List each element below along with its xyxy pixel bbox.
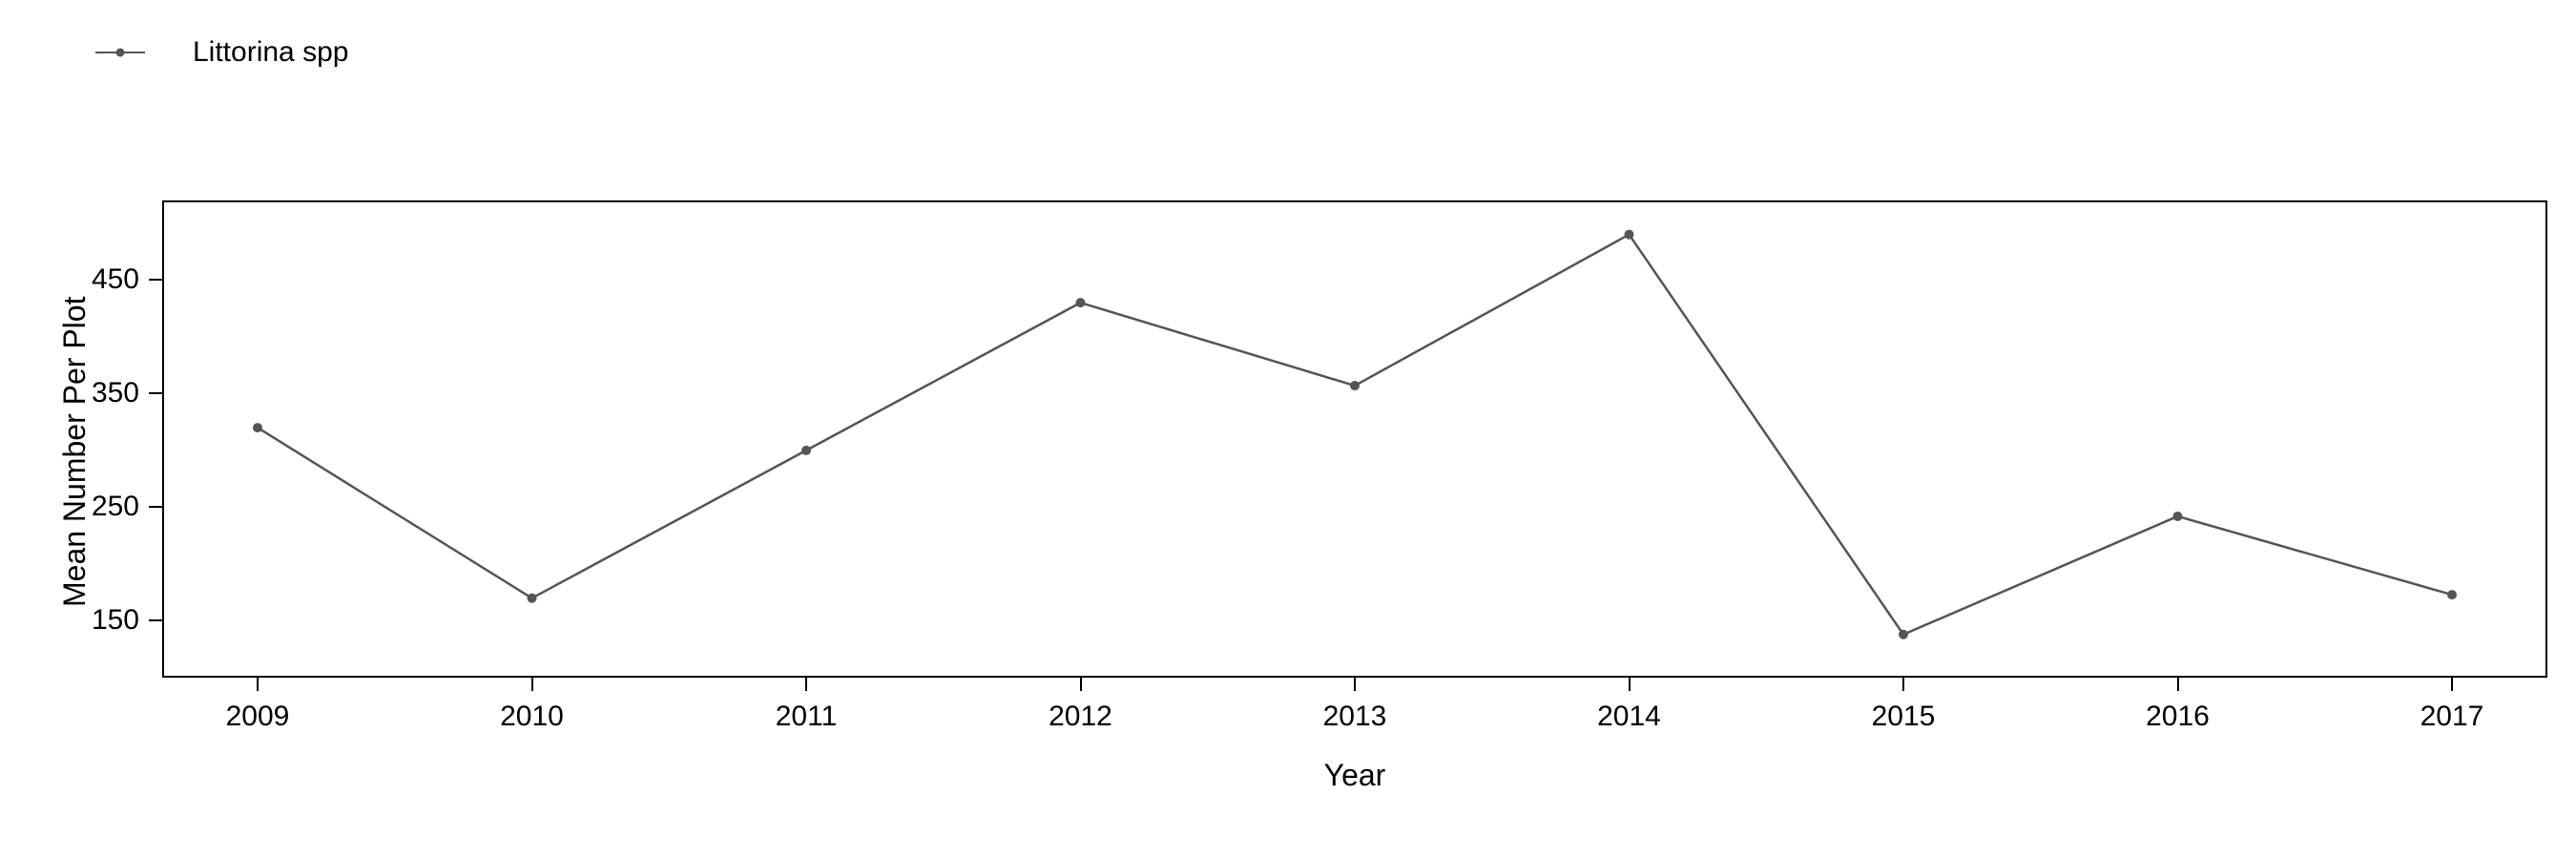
series-line bbox=[258, 235, 2452, 635]
y-tick bbox=[149, 392, 162, 394]
series-marker bbox=[1076, 298, 1086, 307]
series-marker bbox=[1625, 230, 1634, 240]
legend: Littorina spp bbox=[95, 36, 348, 69]
x-tick bbox=[257, 678, 259, 691]
y-tick bbox=[149, 506, 162, 508]
x-tick bbox=[1902, 678, 1904, 691]
y-tick-label: 450 bbox=[92, 263, 139, 296]
x-tick bbox=[805, 678, 807, 691]
y-tick-label: 350 bbox=[92, 377, 139, 409]
x-tick bbox=[1629, 678, 1631, 691]
x-tick-label: 2010 bbox=[500, 701, 564, 733]
series-marker bbox=[801, 446, 811, 455]
y-tick bbox=[149, 279, 162, 281]
x-axis-label: Year bbox=[1324, 758, 1386, 793]
x-tick bbox=[531, 678, 533, 691]
x-tick-label: 2015 bbox=[1872, 701, 1936, 733]
y-tick-label: 150 bbox=[92, 604, 139, 637]
series-marker bbox=[1350, 381, 1360, 390]
series-marker bbox=[528, 594, 537, 603]
x-tick-label: 2016 bbox=[2146, 701, 2210, 733]
plot-svg bbox=[162, 200, 2547, 678]
x-tick-label: 2012 bbox=[1049, 701, 1112, 733]
x-tick bbox=[2177, 678, 2179, 691]
x-tick-label: 2014 bbox=[1597, 701, 1661, 733]
series-marker bbox=[1899, 630, 1908, 639]
x-tick bbox=[2451, 678, 2453, 691]
series-marker bbox=[2447, 590, 2457, 599]
x-tick bbox=[1354, 678, 1356, 691]
y-tick-label: 250 bbox=[92, 491, 139, 523]
x-tick-label: 2017 bbox=[2420, 701, 2484, 733]
series-marker bbox=[253, 423, 262, 432]
x-tick-label: 2013 bbox=[1323, 701, 1387, 733]
legend-label: Littorina spp bbox=[193, 36, 348, 69]
x-tick-label: 2009 bbox=[226, 701, 290, 733]
legend-swatch bbox=[95, 52, 145, 53]
legend-dot-icon bbox=[116, 49, 125, 57]
y-axis-label: Mean Number Per Plot bbox=[57, 297, 93, 607]
chart-container: { "chart": { "type": "line", "background… bbox=[0, 0, 2576, 859]
x-tick-label: 2011 bbox=[776, 701, 838, 733]
y-tick bbox=[149, 619, 162, 621]
series-marker bbox=[2173, 512, 2183, 521]
x-tick bbox=[1080, 678, 1082, 691]
